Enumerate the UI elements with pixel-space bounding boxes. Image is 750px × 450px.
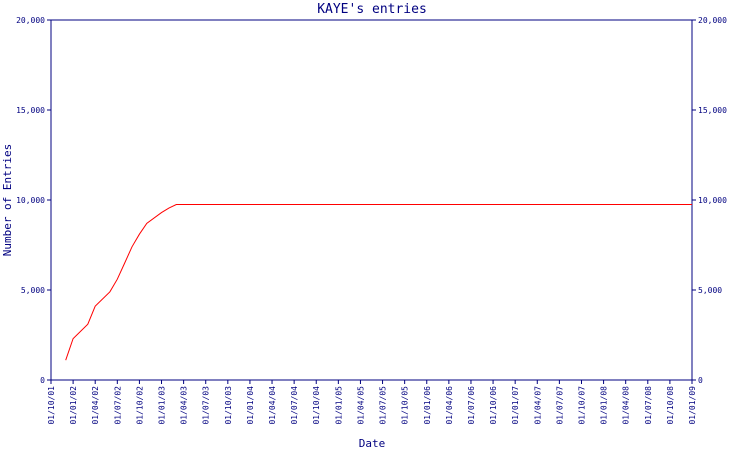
x-tick-label: 01/07/05 xyxy=(379,386,388,425)
y-axis-right: 0 5,000 10,000 15,000 20,000 xyxy=(692,16,727,385)
x-axis: 01/10/01 01/01/02 01/04/02 01/07/02 01/10/02… xyxy=(47,380,697,425)
x-tick-label: 01/04/08 xyxy=(622,386,631,425)
y-tick-label-right: 5,000 xyxy=(698,286,722,295)
series-layer xyxy=(65,204,692,361)
x-tick-label: 01/10/01 xyxy=(47,386,56,425)
x-tick-label: 01/10/05 xyxy=(401,386,410,425)
y-tick-label-left: 20,000 xyxy=(16,16,45,25)
y-tick-label-right: 15,000 xyxy=(698,106,727,115)
x-tick-label: 01/10/03 xyxy=(224,386,233,425)
y-axis-label: Number of Entries xyxy=(1,144,14,257)
x-tick-label: 01/07/03 xyxy=(202,386,211,425)
y-tick-label-left: 0 xyxy=(40,376,45,385)
x-tick-label: 01/01/02 xyxy=(69,386,78,425)
x-tick-label: 01/01/09 xyxy=(688,386,697,425)
x-tick-label: 01/04/03 xyxy=(180,386,189,425)
x-tick-label: 01/04/07 xyxy=(533,386,542,425)
series-line-0 xyxy=(65,204,692,361)
x-tick-label: 01/07/07 xyxy=(555,386,564,425)
chart-title: KAYE's entries xyxy=(317,2,427,17)
y-tick-label-right: 10,000 xyxy=(698,196,727,205)
x-tick-label: 01/01/04 xyxy=(246,386,255,425)
x-tick-label: 01/10/06 xyxy=(489,386,498,425)
x-tick-label: 01/01/06 xyxy=(423,386,432,425)
x-tick-label: 01/10/08 xyxy=(666,386,675,425)
x-tick-label: 01/10/02 xyxy=(135,386,144,425)
x-tick-label: 01/01/08 xyxy=(600,386,609,425)
x-tick-label: 01/04/05 xyxy=(356,386,365,425)
x-axis-label: Date xyxy=(359,437,386,450)
y-tick-label-right: 0 xyxy=(698,376,703,385)
x-tick-label: 01/07/02 xyxy=(113,386,122,425)
y-tick-label-left: 10,000 xyxy=(16,196,45,205)
plot-border xyxy=(50,19,693,381)
y-tick-label-left: 15,000 xyxy=(16,106,45,115)
x-tick-label: 01/07/06 xyxy=(467,386,476,425)
x-tick-label: 01/01/07 xyxy=(511,386,520,425)
x-tick-label: 01/07/08 xyxy=(644,386,653,425)
x-tick-label: 01/10/04 xyxy=(312,386,321,425)
x-tick-label: 01/01/03 xyxy=(158,386,167,425)
x-tick-label: 01/04/06 xyxy=(445,386,454,425)
y-axis-left: 0 5,000 10,000 15,000 20,000 xyxy=(16,16,51,385)
x-tick-label: 01/04/04 xyxy=(268,386,277,425)
x-tick-label: 01/04/02 xyxy=(91,386,100,425)
y-tick-label-left: 5,000 xyxy=(21,286,45,295)
x-tick-label: 01/07/04 xyxy=(290,386,299,425)
x-tick-label: 01/10/07 xyxy=(577,386,586,425)
plot-frame xyxy=(50,19,693,381)
x-tick-label: 01/01/05 xyxy=(334,386,343,425)
y-tick-label-right: 20,000 xyxy=(698,16,727,25)
